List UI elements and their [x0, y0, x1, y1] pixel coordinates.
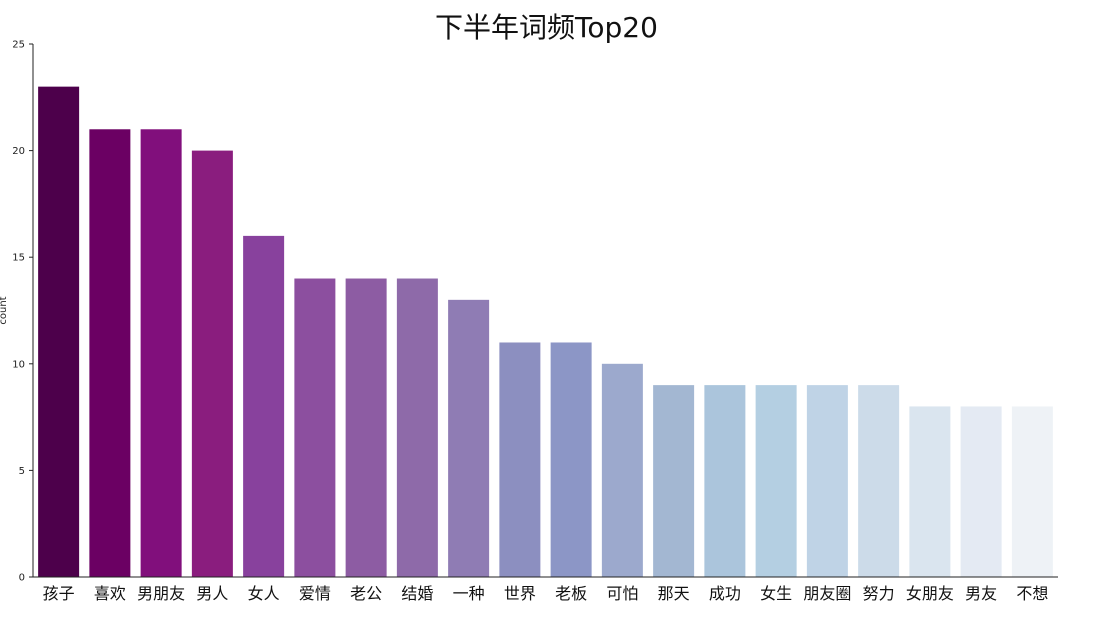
y-tick-label: 10 — [12, 359, 25, 370]
bar-2 — [89, 129, 131, 577]
x-tick-label: 可怕 — [606, 584, 638, 603]
x-tick-label: 老公 — [350, 584, 382, 603]
x-tick-label: 男朋友 — [137, 584, 185, 603]
x-tick-label: 喜欢 — [94, 584, 126, 603]
bar-9 — [448, 299, 490, 577]
bar-12 — [601, 363, 643, 577]
x-tick-label: 朋友圈 — [803, 584, 851, 603]
y-axis-label: count — [0, 296, 9, 324]
bar-17 — [858, 385, 900, 577]
x-tick-label: 努力 — [863, 584, 895, 603]
bar-16 — [806, 385, 848, 577]
x-tick-label: 女生 — [760, 584, 792, 603]
y-tick-label: 25 — [12, 40, 25, 51]
bar-15 — [755, 385, 797, 577]
chart-title: 下半年词频Top20 — [435, 11, 658, 44]
x-tick-label: 那天 — [658, 584, 690, 603]
x-tick-label: 世界 — [504, 584, 536, 603]
x-tick-label: 女人 — [248, 584, 280, 603]
x-tick-label: 成功 — [709, 584, 741, 603]
bar-20 — [1011, 406, 1053, 577]
x-tick-label: 不想 — [1016, 584, 1048, 603]
bar-6 — [294, 278, 336, 577]
bar-18 — [909, 406, 951, 577]
y-tick-label: 15 — [12, 253, 25, 264]
x-tick-label: 一种 — [453, 584, 485, 603]
bar-8 — [396, 278, 438, 577]
x-tick-label: 女朋友 — [906, 584, 954, 603]
bar-19 — [960, 406, 1002, 577]
x-tick-label: 老板 — [555, 584, 587, 603]
x-tick-label: 爱情 — [299, 584, 331, 603]
y-tick-label: 5 — [19, 466, 25, 477]
bar-5 — [243, 235, 285, 577]
bar-4 — [191, 150, 233, 577]
bar-11 — [550, 342, 592, 577]
y-tick-label: 20 — [12, 146, 25, 157]
x-tick-label: 男人 — [196, 584, 228, 603]
bar-14 — [704, 385, 746, 577]
y-tick-label: 0 — [19, 573, 25, 584]
bar-7 — [345, 278, 387, 577]
x-tick-label: 孩子 — [43, 584, 75, 603]
bar-13 — [653, 385, 695, 577]
bar-3 — [140, 129, 182, 577]
x-tick-label: 男友 — [965, 584, 997, 603]
x-tick-label: 结婚 — [401, 584, 433, 603]
bar-10 — [499, 342, 541, 577]
bar-1 — [38, 86, 80, 577]
